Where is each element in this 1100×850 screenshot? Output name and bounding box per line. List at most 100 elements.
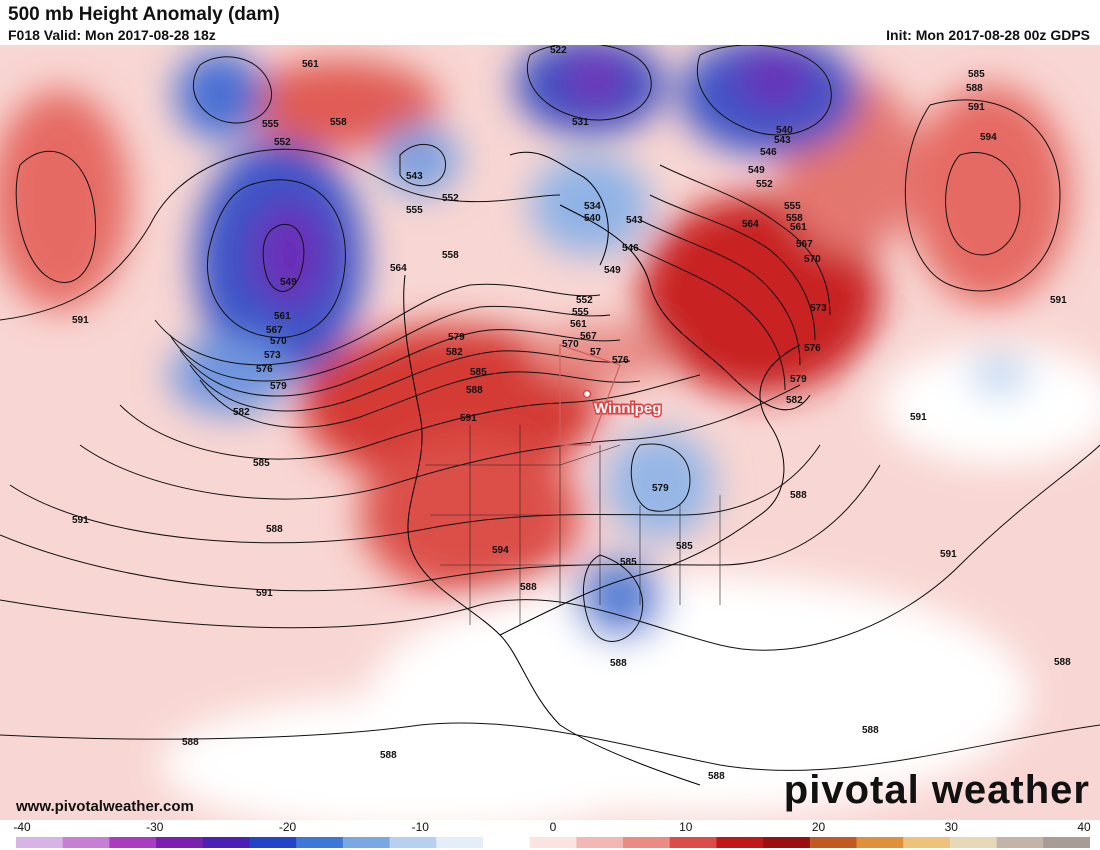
contour-label: 591: [940, 549, 957, 560]
contour-label: 585: [253, 458, 270, 469]
contour-label: 549: [604, 265, 621, 276]
contour-label: 594: [492, 545, 509, 556]
contour-label: 585: [968, 69, 985, 80]
contour-label: 591: [256, 588, 273, 599]
contour-label: 582: [233, 407, 250, 418]
contour-label: 591: [460, 413, 477, 424]
colorbar: [16, 837, 1090, 848]
colorbar-swatch: [342, 837, 391, 848]
colorbar-tick-label: 20: [811, 820, 826, 834]
colorbar-swatch: [529, 837, 577, 848]
website-url[interactable]: www.pivotalweather.com: [16, 798, 194, 815]
contour-label: 588: [1054, 657, 1071, 668]
colorbar-swatch: [249, 837, 297, 848]
contour-label: 573: [810, 303, 827, 314]
contour-label: 567: [266, 325, 283, 336]
contour-label: 588: [610, 658, 627, 669]
contour-label: 579: [448, 332, 465, 343]
contour-label: 558: [330, 117, 347, 128]
contour-label: 57: [590, 347, 602, 358]
colorbar-tick-label: -30: [146, 820, 164, 834]
colorbar-swatch: [202, 837, 251, 848]
contour-label: 588: [466, 385, 483, 396]
contour-label: 570: [804, 254, 821, 265]
init-time: Init: Mon 2017-08-28 00z GDPS: [886, 27, 1090, 43]
colorbar-swatch: [389, 837, 437, 848]
contour-label: 552: [756, 179, 773, 190]
contour-label: 576: [804, 343, 821, 354]
city-dot-icon: [582, 389, 592, 399]
colorbar-swatch: [576, 837, 624, 848]
contour-label: 561: [570, 319, 587, 330]
colorbar-swatch: [809, 837, 858, 848]
contour-label: 591: [1050, 295, 1067, 306]
contour-label: 540: [776, 125, 793, 136]
contour-label: 591: [72, 515, 89, 526]
contour-label: 543: [406, 171, 423, 182]
colorbar-ticks: -40 -30 -20 -10 0 10 20 30 40: [13, 820, 1091, 836]
contour-label: 582: [446, 347, 463, 358]
contour-label: 531: [572, 117, 589, 128]
colorbar-swatch: [296, 837, 344, 848]
contour-label: 588: [790, 490, 807, 501]
city-label: Winnipeg: [594, 400, 661, 417]
contour-label: 552: [442, 193, 459, 204]
contour-label: 543: [626, 215, 643, 226]
contour-label: 588: [708, 771, 725, 782]
contour-label: 561: [274, 311, 291, 322]
contour-label: 579: [270, 381, 287, 392]
contour-label: 552: [576, 295, 593, 306]
contour-label: 588: [266, 524, 283, 535]
colorbar-tick-label: 10: [679, 820, 693, 834]
valid-time: F018 Valid: Mon 2017-08-28 18z: [8, 27, 216, 43]
colorbar-swatch: [482, 837, 531, 848]
contour-label: 585: [470, 367, 487, 378]
colorbar-swatch: [109, 837, 157, 848]
contour-label: 588: [966, 83, 983, 94]
contour-label: 588: [862, 725, 879, 736]
winnipeg-marker[interactable]: Winnipeg: [582, 389, 663, 419]
contour-label: 579: [652, 483, 669, 494]
contour-label: 576: [256, 364, 273, 375]
contour-label: 552: [274, 137, 291, 148]
colorbar-tick-label: 40: [1077, 820, 1091, 834]
political-borders: [425, 344, 721, 625]
contour-label: 594: [980, 132, 997, 143]
contour-labels: 561 558 555 552 543 549 561 567 570 573 …: [72, 45, 1071, 782]
contour-label: 546: [760, 147, 777, 158]
contour-label: 588: [380, 750, 397, 761]
colorbar-swatch: [949, 837, 998, 848]
contour-label: 555: [406, 205, 423, 216]
contour-label: 564: [742, 219, 759, 230]
colorbar-tick-label: -40: [13, 820, 31, 834]
contour-label: 567: [796, 239, 813, 250]
colorbar-swatch: [1043, 837, 1090, 848]
colorbar-swatch: [903, 837, 951, 848]
colorbar-swatch: [436, 837, 484, 848]
contour-label: 540: [584, 213, 601, 224]
colorbar-tick-label: 0: [549, 820, 557, 834]
contour-label: 585: [676, 541, 693, 552]
contour-label: 585: [620, 557, 637, 568]
colorbar-swatch: [669, 837, 718, 848]
contour-label: 561: [790, 222, 807, 233]
contour-label: 561: [302, 59, 319, 70]
contour-label: 588: [520, 582, 537, 593]
colorbar-swatch: [716, 837, 764, 848]
contour-label: 567: [580, 331, 597, 342]
contour-label: 573: [264, 350, 281, 361]
contour-label: 570: [562, 339, 579, 350]
contour-label: 570: [270, 336, 287, 347]
anomaly-map[interactable]: 561 558 555 552 543 549 561 567 570 573 …: [0, 45, 1100, 820]
contour-label: 534: [584, 201, 601, 212]
colorbar-swatch: [996, 837, 1044, 848]
contour-label: 576: [612, 355, 629, 366]
contour-label: 549: [280, 277, 297, 288]
brand-logo: pivotal weather: [783, 768, 1090, 812]
colorbar-swatch: [856, 837, 904, 848]
contour-label: 522: [550, 45, 567, 56]
contour-label: 558: [442, 250, 459, 261]
contour-label: 591: [968, 102, 985, 113]
contour-label: 558: [786, 213, 803, 224]
colorbar-tick-label: -20: [278, 820, 297, 834]
